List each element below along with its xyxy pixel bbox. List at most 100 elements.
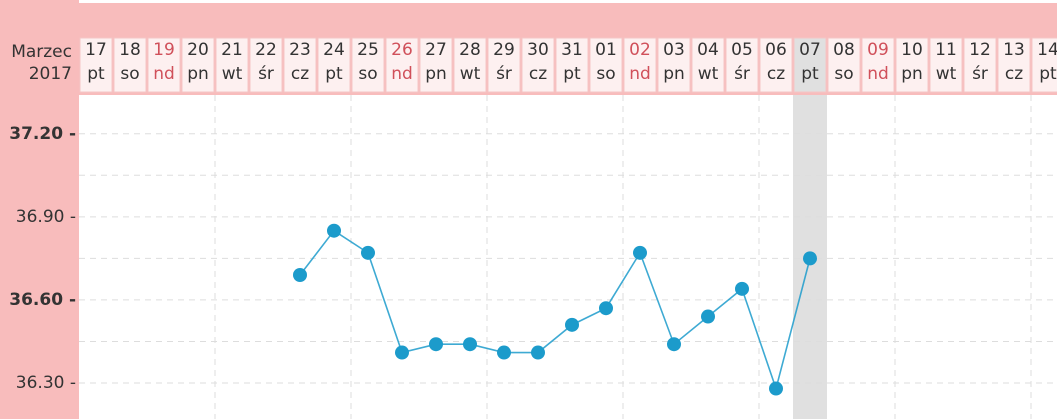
weekday: nd (867, 64, 889, 84)
day-cell (759, 37, 793, 93)
weekday: pn (663, 64, 685, 84)
day-cell (181, 37, 215, 93)
day-cell (453, 37, 487, 93)
day-number: 19 (153, 40, 175, 60)
weekday: śr (972, 64, 988, 84)
y-tick-label: 37.20 - (9, 124, 76, 144)
day-cell (725, 37, 759, 93)
point (293, 268, 307, 282)
day-number: 22 (255, 40, 277, 60)
day-cell (861, 37, 895, 93)
day-cell (317, 37, 351, 93)
weekday: so (596, 64, 615, 84)
day-number: 04 (697, 40, 719, 60)
day-number: 23 (289, 40, 311, 60)
day-number: 05 (731, 40, 753, 60)
day-cell (691, 37, 725, 93)
day-cell (113, 37, 147, 93)
day-number: 18 (119, 40, 141, 60)
y-tick-label: 36.30 - (16, 373, 76, 393)
month-label: Marzec (11, 42, 72, 62)
day-number: 17 (85, 40, 107, 60)
day-cell (79, 37, 113, 93)
point (701, 309, 715, 324)
weekday: pn (901, 64, 923, 84)
line (299, 229, 811, 392)
weekday: nd (391, 64, 413, 84)
weekday: nd (153, 64, 175, 84)
weekday: nd (629, 64, 651, 84)
day-number: 02 (629, 40, 651, 60)
day-number: 13 (1003, 40, 1025, 60)
day-number: 28 (459, 40, 481, 60)
weekday: pt (563, 64, 581, 84)
day-cell (997, 37, 1031, 93)
point (803, 251, 817, 266)
day-cell (929, 37, 963, 93)
weekday: cz (529, 64, 547, 84)
day-cell (249, 37, 283, 93)
weekday: śr (734, 64, 750, 84)
year-label: 2017 (29, 64, 72, 84)
day-number: 31 (561, 40, 583, 60)
day-number: 14 (1037, 40, 1057, 60)
day-number: 29 (493, 40, 515, 60)
point (429, 337, 443, 352)
day-number: 10 (901, 40, 923, 60)
point (395, 345, 409, 360)
day-cell (283, 37, 317, 93)
weekday: pn (425, 64, 447, 84)
day-cell (419, 37, 453, 93)
weekday: pt (87, 64, 105, 84)
point (599, 301, 613, 316)
day-number: 06 (765, 40, 787, 60)
point (565, 317, 579, 332)
weekday: cz (1005, 64, 1023, 84)
top-bar (79, 3, 1057, 35)
point (463, 337, 477, 352)
day-cell (793, 37, 827, 93)
weekday: pt (1039, 64, 1057, 84)
day-cell (963, 37, 997, 93)
day-number: 01 (595, 40, 617, 60)
point (361, 245, 375, 260)
day-cell (895, 37, 929, 93)
weekday: cz (291, 64, 309, 84)
day-cell (555, 37, 589, 93)
day-number: 30 (527, 40, 549, 60)
weekday: wt (460, 64, 481, 84)
day-cell (215, 37, 249, 93)
point (531, 345, 545, 360)
day-number: 21 (221, 40, 243, 60)
weekday: so (120, 64, 139, 84)
weekday: wt (936, 64, 957, 84)
weekday: so (834, 64, 853, 84)
day-number: 26 (391, 40, 413, 60)
day-cell (1031, 37, 1057, 93)
day-number: 03 (663, 40, 685, 60)
day-number: 09 (867, 40, 889, 60)
day-cell (589, 37, 623, 93)
day-cell (351, 37, 385, 93)
point (667, 337, 681, 352)
weekday: cz (767, 64, 785, 84)
day-number: 11 (935, 40, 957, 60)
weekday: wt (698, 64, 719, 84)
weekday: so (358, 64, 377, 84)
day-cell (657, 37, 691, 93)
day-cell (385, 37, 419, 93)
day-number: 20 (187, 40, 209, 60)
y-tick-label: 36.90 - (16, 207, 76, 227)
point (327, 223, 341, 238)
y-tick-label: 36.60 - (9, 290, 76, 310)
weekday: pn (187, 64, 209, 84)
day-cell (147, 37, 181, 93)
weekday: śr (496, 64, 512, 84)
day-cell (487, 37, 521, 93)
day-cell (623, 37, 657, 93)
day-number: 25 (357, 40, 379, 60)
point (769, 381, 783, 396)
point (497, 345, 511, 360)
weekday: pt (325, 64, 343, 84)
